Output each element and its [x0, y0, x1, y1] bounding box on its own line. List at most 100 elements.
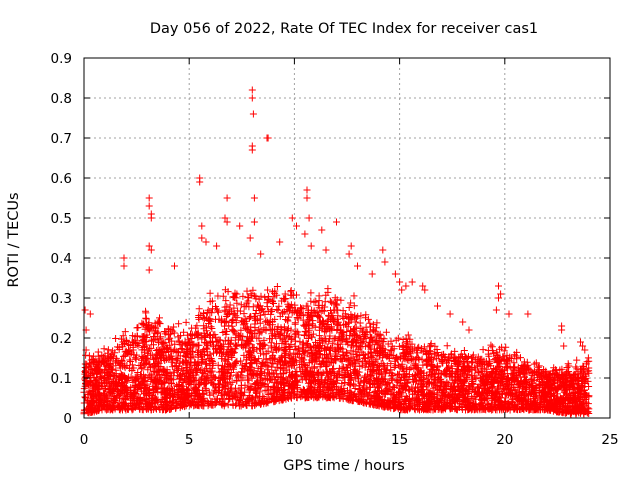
data-point [222, 357, 230, 365]
data-point [438, 379, 446, 387]
data-point [298, 376, 306, 384]
data-point [175, 320, 183, 328]
data-point [362, 311, 370, 319]
data-point [284, 360, 292, 368]
data-point [251, 317, 259, 325]
data-point [573, 356, 581, 364]
data-point [317, 376, 325, 384]
data-point [193, 362, 201, 370]
data-point [183, 387, 191, 394]
data-point [495, 383, 503, 391]
data-point [575, 388, 583, 396]
data-point [217, 343, 225, 351]
data-point [240, 392, 248, 400]
data-point [166, 334, 174, 342]
data-point [331, 334, 339, 342]
data-point [381, 346, 389, 354]
data-point [176, 341, 184, 349]
data-point [224, 370, 232, 378]
data-point [219, 395, 227, 403]
data-point [247, 370, 255, 378]
data-point [244, 297, 252, 305]
data-point [275, 302, 283, 310]
data-point [293, 358, 301, 366]
data-point [143, 391, 150, 399]
data-point [204, 342, 212, 350]
data-point [398, 362, 406, 370]
data-point [373, 369, 381, 377]
data-point [461, 367, 469, 375]
data-point [135, 375, 143, 383]
data-point [361, 398, 369, 406]
data-point [487, 341, 495, 349]
data-point [272, 387, 280, 395]
data-point [583, 367, 591, 375]
data-point [510, 364, 517, 372]
data-point [497, 398, 505, 406]
data-point [230, 304, 238, 312]
data-point [469, 353, 477, 361]
data-point [266, 335, 273, 343]
data-point [189, 348, 197, 356]
data-point [122, 395, 130, 403]
data-point [418, 392, 426, 400]
data-point [337, 329, 345, 337]
data-point [397, 377, 405, 385]
data-point [276, 334, 284, 342]
data-point [176, 394, 184, 402]
data-point [361, 363, 369, 371]
data-point [237, 395, 245, 403]
data-point [366, 366, 374, 374]
data-point [271, 315, 279, 323]
data-point [333, 296, 341, 304]
data-point [305, 316, 313, 324]
data-point [413, 349, 421, 357]
data-point [473, 356, 481, 364]
data-point [269, 348, 277, 356]
data-point [365, 377, 373, 385]
data-point [443, 378, 451, 386]
data-point [353, 369, 361, 377]
data-point [272, 379, 280, 387]
data-point [170, 368, 178, 376]
data-point [404, 338, 412, 346]
data-point [436, 405, 444, 413]
data-point [253, 379, 261, 387]
data-point [237, 326, 245, 334]
data-point [233, 357, 241, 365]
data-point [308, 358, 316, 366]
data-point [179, 366, 187, 374]
data-point [188, 335, 196, 342]
data-point [221, 322, 228, 330]
data-point [287, 326, 295, 334]
data-point [245, 366, 253, 374]
data-point [334, 306, 342, 314]
data-point [244, 376, 252, 384]
data-point [353, 356, 361, 363]
data-point [433, 362, 441, 370]
data-point [154, 358, 162, 366]
data-point [317, 389, 325, 397]
data-point [302, 371, 310, 379]
data-point [206, 289, 214, 297]
data-point [98, 351, 106, 359]
data-point [247, 395, 255, 403]
data-point [240, 310, 248, 318]
data-point [124, 377, 132, 384]
data-point [186, 401, 194, 409]
data-point [239, 292, 247, 300]
data-point [239, 374, 247, 382]
data-point [278, 326, 286, 334]
data-point [518, 362, 526, 369]
data-point [159, 338, 167, 346]
data-point [496, 402, 504, 410]
data-point [193, 396, 201, 404]
data-point [347, 355, 355, 363]
data-point [253, 371, 261, 379]
data-point [258, 306, 266, 314]
data-point [155, 363, 163, 370]
data-point [546, 370, 554, 378]
data-point [238, 391, 246, 399]
data-point [390, 364, 398, 371]
data-point [561, 388, 569, 396]
